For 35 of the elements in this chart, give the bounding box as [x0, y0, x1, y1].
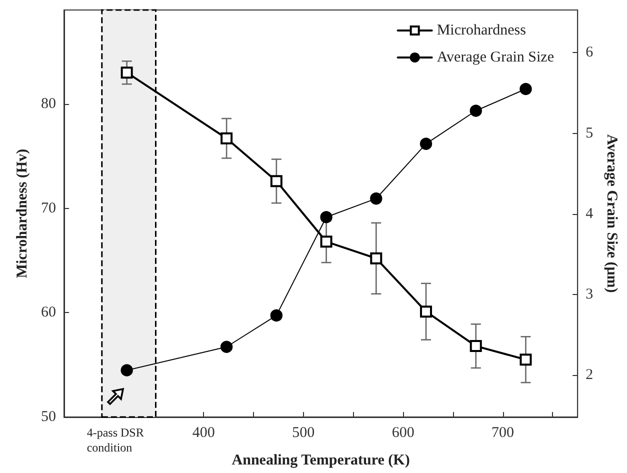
- point: [420, 306, 432, 318]
- y-tick-label: 50: [41, 409, 56, 425]
- point: [270, 309, 283, 322]
- point: [370, 192, 382, 205]
- point: [520, 82, 532, 96]
- point: [320, 236, 332, 248]
- point: [120, 66, 133, 79]
- point: [320, 211, 332, 224]
- y2-axis-title: Average Grain Size (μm): [604, 134, 620, 293]
- point: [470, 104, 482, 117]
- y2-tick-label: 5: [586, 125, 594, 142]
- y-axis-title: Microhardness (Hv): [14, 148, 30, 278]
- point: [370, 252, 382, 264]
- point: [220, 340, 233, 353]
- point: [120, 364, 133, 376]
- y-tick-label: 70: [41, 200, 56, 216]
- x-tick-label: 700: [492, 425, 514, 441]
- x-axis-title: Annealing Temperature (K): [232, 452, 410, 468]
- legend-label: Microhardness: [436, 22, 526, 38]
- x-tick-label: 400: [192, 425, 215, 441]
- x-tick-label: 500: [292, 425, 315, 441]
- x-tick-label: 600: [392, 425, 414, 441]
- text: 4-pass DSR condition: [86, 426, 144, 454]
- point: [420, 138, 432, 150]
- point: [220, 132, 233, 144]
- y2-tick-label: 3: [586, 286, 594, 302]
- point: [270, 175, 282, 188]
- y-tick-label: 80: [41, 96, 56, 112]
- y2-tick-label: 6: [586, 44, 594, 61]
- y2-tick-label: 4: [586, 206, 594, 222]
- point: [470, 340, 482, 352]
- y2-tick-label: 2: [586, 367, 594, 384]
- point: [520, 354, 532, 366]
- y-tick-label: 60: [41, 304, 56, 321]
- legend-label: Average Grain Size: [436, 50, 554, 66]
